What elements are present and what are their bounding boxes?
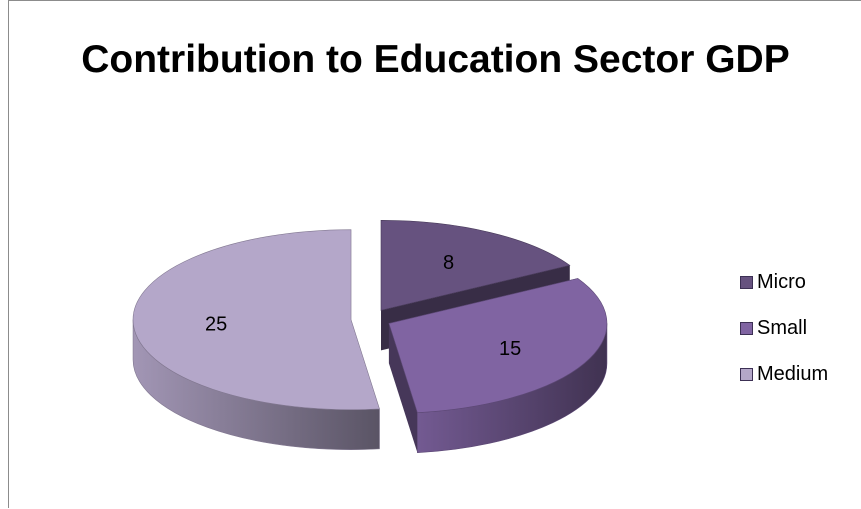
pie-top-small: [388, 278, 608, 413]
pie-top-medium: [132, 229, 380, 410]
chart-title: Contribution to Education Sector GDP: [81, 38, 790, 81]
legend-label-medium: Medium: [757, 363, 829, 385]
pie-chart: 8 25 15: [132, 220, 608, 453]
pie-side-small-1: [388, 323, 418, 453]
legend-label-small: Small: [757, 317, 808, 339]
pie-top-micro: [380, 220, 571, 311]
legend-item-medium: Medium: [740, 362, 828, 387]
legend-item-small: Small: [740, 316, 828, 341]
data-label-small: 15: [499, 338, 521, 360]
pie-slice-small: [388, 278, 608, 453]
legend-label-micro: Micro: [757, 271, 806, 293]
pie-slice-medium: [132, 229, 380, 450]
legend-swatch-small: [740, 322, 753, 335]
legend: Micro Small Medium: [740, 270, 828, 408]
chart-area: Contribution to Education Sector GDP 8 25…: [8, 0, 861, 508]
data-label-medium: 25: [205, 313, 227, 335]
legend-swatch-medium: [740, 368, 753, 381]
legend-swatch-micro: [740, 276, 753, 289]
legend-item-micro: Micro: [740, 270, 828, 295]
data-label-micro: 8: [443, 252, 454, 274]
